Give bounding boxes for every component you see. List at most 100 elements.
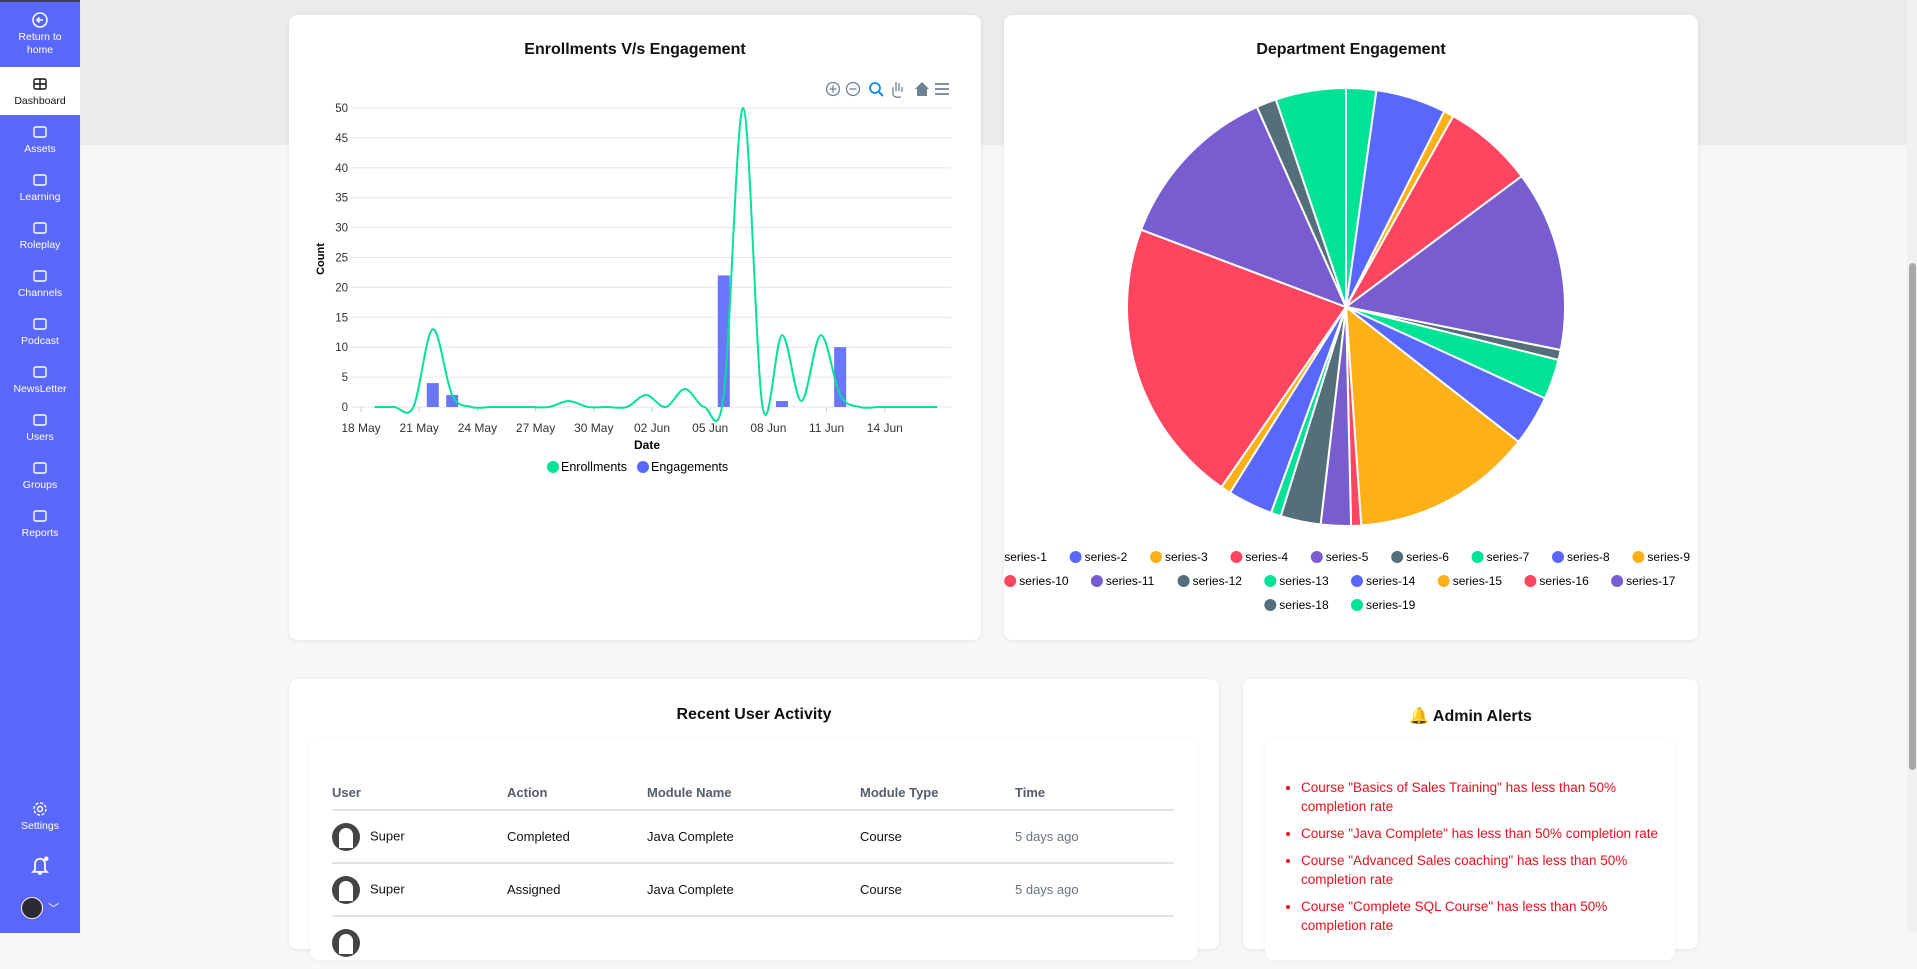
legend-marker[interactable]	[1552, 551, 1564, 563]
legend-marker[interactable]	[1004, 575, 1017, 587]
legend-label[interactable]: series-12	[1193, 574, 1243, 588]
legend-label[interactable]: series-16	[1539, 574, 1589, 588]
legend-label[interactable]: series-18	[1279, 598, 1329, 612]
legend-label[interactable]: series-17	[1626, 574, 1676, 588]
legend-marker[interactable]	[1611, 575, 1624, 587]
activity-table-container: User Action Module Name Module Type Time Sup…	[310, 740, 1197, 960]
engagement-bar[interactable]	[834, 347, 847, 407]
zoom-out-icon[interactable]	[845, 81, 861, 97]
legend-marker[interactable]	[1351, 599, 1363, 611]
legend-label[interactable]: series-13	[1279, 574, 1329, 588]
legend-label[interactable]: series-19	[1366, 598, 1416, 612]
pie-slice-series-5[interactable]	[1343, 174, 1566, 352]
profile-menu[interactable]: ﹀	[0, 884, 80, 932]
legend-label[interactable]: series-14	[1366, 574, 1416, 588]
column-header[interactable]: Action	[507, 776, 647, 811]
legend-marker[interactable]	[1177, 575, 1190, 587]
sidebar-item-channels[interactable]: Channels	[0, 259, 80, 307]
legend-label[interactable]: series-15	[1453, 574, 1503, 588]
legend-label[interactable]: Enrollments	[561, 460, 627, 474]
table-cell: 5 days ago	[1015, 810, 1174, 864]
legend-marker[interactable]	[1391, 551, 1404, 563]
enrollments-line[interactable]	[374, 106, 938, 423]
sidebar-item-dashboard[interactable]: Dashboard	[0, 67, 80, 115]
column-header[interactable]: Module Type	[860, 776, 1015, 811]
sidebar-item-groups[interactable]: Groups	[0, 451, 80, 499]
sidebar-item-assets[interactable]: Assets	[0, 115, 80, 163]
table-row[interactable]: Super Completed Java Complete Course 5 days …	[332, 810, 1174, 864]
legend-marker[interactable]	[1230, 551, 1243, 563]
sidebar-item-label: Podcast	[21, 334, 59, 347]
x-tick-label: 08 Jun	[750, 421, 786, 435]
legend-marker[interactable]	[1090, 575, 1103, 587]
return-home-button[interactable]: Return to home	[0, 2, 80, 66]
sidebar-item-learning[interactable]: Learning	[0, 163, 80, 211]
table-cell: Super	[332, 810, 507, 864]
legend-label[interactable]: series-7	[1487, 550, 1530, 564]
menu-icon[interactable]	[935, 83, 949, 95]
engagement-bar[interactable]	[426, 383, 439, 407]
legend-label[interactable]: series-11	[1106, 574, 1155, 588]
table-row[interactable]	[332, 916, 1174, 969]
column-header[interactable]: Module Name	[647, 776, 860, 811]
legend-marker[interactable]	[1150, 551, 1162, 563]
legend-label[interactable]: series-2	[1085, 550, 1128, 564]
table-row[interactable]: Super Assigned Java Complete Course 5 days a…	[332, 863, 1174, 917]
pie-slice-series-17[interactable]	[1139, 105, 1348, 309]
legend-label[interactable]: series-6	[1406, 550, 1449, 564]
table-cell: Java Complete	[647, 863, 860, 917]
sidebar-item-label: Roleplay	[19, 238, 61, 251]
legend-marker[interactable]	[1437, 575, 1450, 587]
home-icon[interactable]	[915, 82, 929, 96]
legend-marker[interactable]	[1524, 575, 1537, 587]
pan-hand-icon[interactable]	[892, 82, 903, 98]
legend-label[interactable]: series-1	[1004, 550, 1047, 564]
alerts-title: 🔔 Admin Alerts	[1409, 708, 1532, 725]
legend-marker[interactable]	[1351, 575, 1363, 587]
zoom-in-icon[interactable]	[825, 81, 841, 97]
legend-label[interactable]: series-8	[1567, 550, 1610, 564]
admin-alerts-card: 🔔 Admin Alerts Course "Basics of Sales T…	[1243, 679, 1698, 960]
legend-label[interactable]: Engagements	[651, 460, 728, 474]
sidebar-item-newsletter[interactable]: NewsLetter	[0, 355, 80, 403]
legend-label[interactable]: series-4	[1245, 550, 1288, 564]
sidebar-item-roleplay[interactable]: Roleplay	[0, 211, 80, 259]
x-tick-label: 27 May	[516, 421, 555, 435]
legend-marker[interactable]	[1310, 551, 1323, 563]
legend-label[interactable]: series-5	[1326, 550, 1369, 564]
x-tick-label: 14 Jun	[867, 421, 903, 435]
legend-marker[interactable]	[1471, 551, 1484, 563]
sidebar-item-label: NewsLetter	[13, 382, 67, 395]
cell-text: Course	[860, 829, 902, 844]
legend-marker[interactable]	[1069, 551, 1082, 563]
sidebar-item-settings[interactable]: Settings	[0, 792, 80, 840]
column-header[interactable]: User	[332, 776, 507, 811]
pie-slice-series-16[interactable]	[1126, 228, 1348, 489]
chevron-down-icon: ﹀	[48, 903, 59, 915]
user-avatar-icon	[332, 875, 360, 904]
page-scrollbar[interactable]	[1907, 0, 1917, 933]
engagement-bar[interactable]	[775, 401, 788, 407]
scrollbar-thumb[interactable]	[1909, 263, 1916, 770]
x-tick-label: 30 May	[574, 421, 613, 435]
legend-label[interactable]: series-9	[1647, 550, 1690, 564]
sidebar-item-users[interactable]: Users	[0, 403, 80, 451]
legend-marker[interactable]	[1264, 575, 1277, 587]
engagement-bar[interactable]	[717, 275, 730, 407]
pie-slice-series-9[interactable]	[1344, 304, 1520, 527]
sidebar-item-podcast[interactable]: Podcast	[0, 307, 80, 355]
legend-label[interactable]: series-10	[1019, 574, 1069, 588]
notifications-button[interactable]	[0, 842, 80, 890]
zoom-select-icon[interactable]	[869, 82, 884, 97]
table-cell: 5 days ago	[1015, 863, 1174, 917]
pie-slice-series-19[interactable]	[1274, 86, 1347, 308]
sidebar-item-reports[interactable]: Reports	[0, 499, 80, 547]
legend-marker[interactable]	[637, 461, 649, 473]
column-header[interactable]: Time	[1015, 776, 1174, 811]
y-tick-label: 45	[335, 133, 348, 145]
legend-marker[interactable]	[1632, 551, 1645, 563]
legend-marker[interactable]	[1264, 599, 1277, 611]
legend-label[interactable]: series-3	[1165, 550, 1208, 564]
legend-marker[interactable]	[547, 461, 559, 473]
engagement-bar[interactable]	[446, 395, 459, 407]
